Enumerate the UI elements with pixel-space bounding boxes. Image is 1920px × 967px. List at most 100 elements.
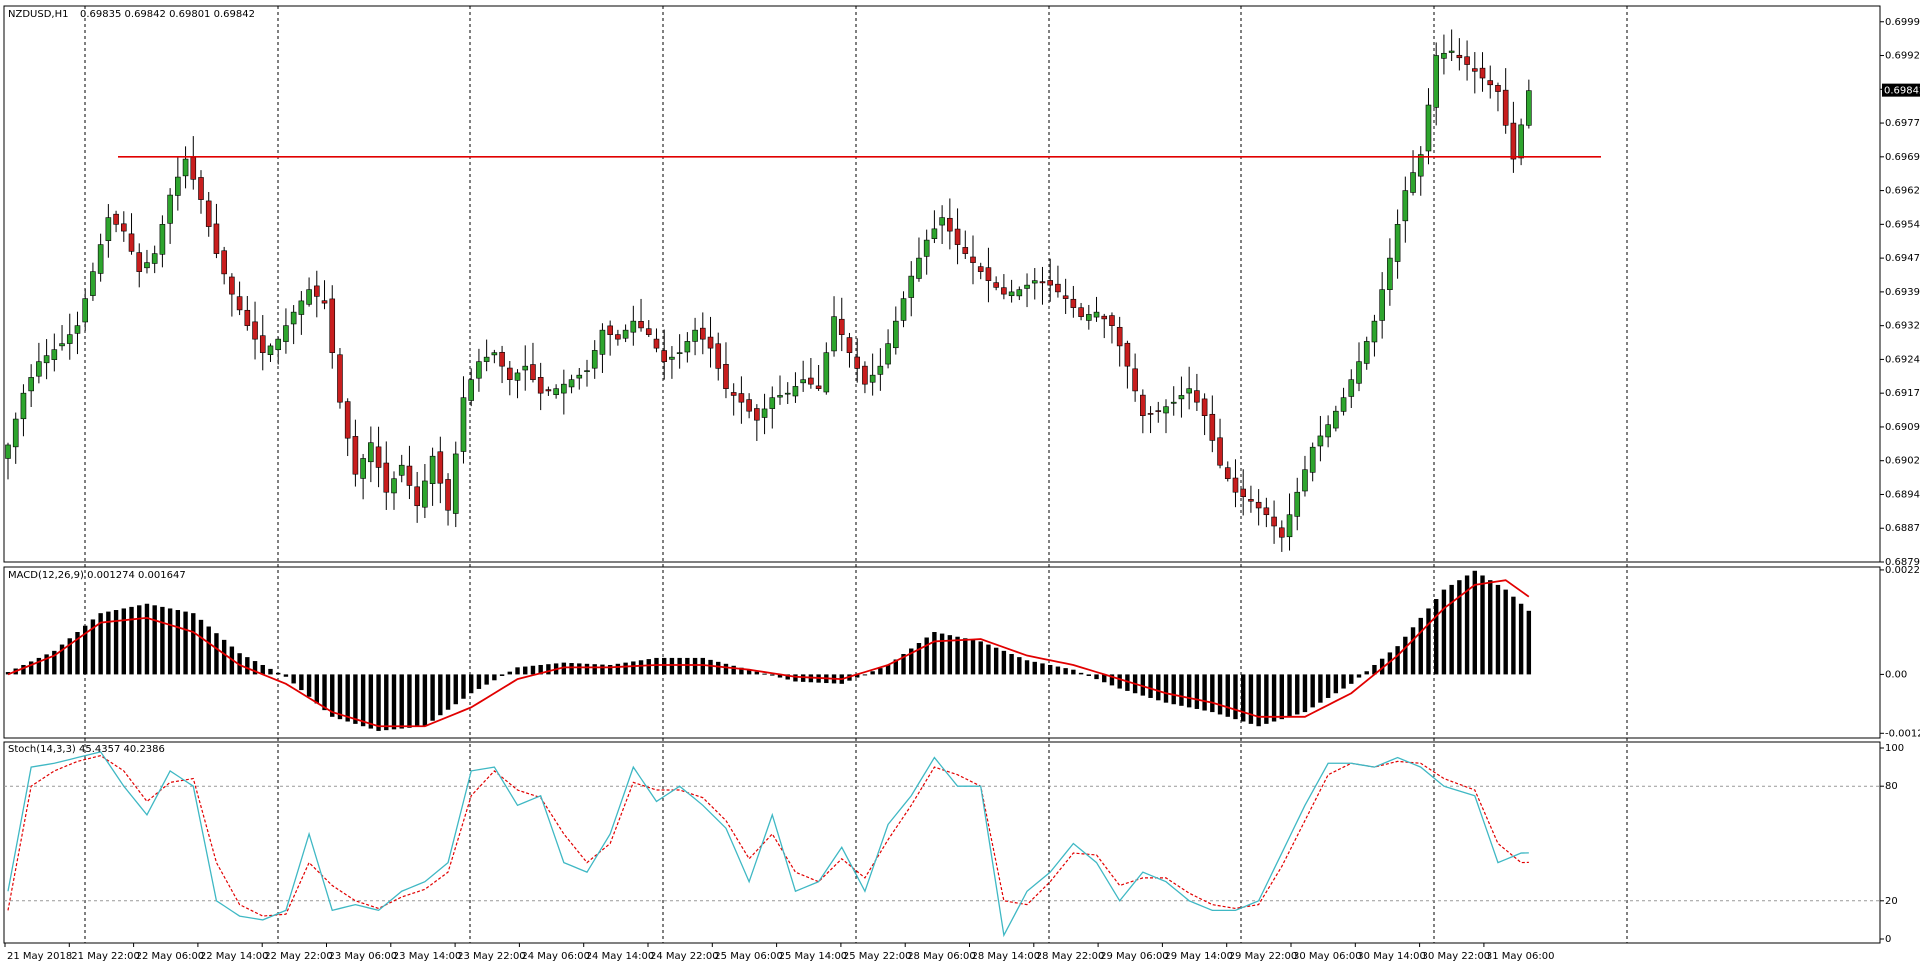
macd-bar <box>453 674 458 705</box>
bull-candle <box>869 374 876 383</box>
bull-candle <box>877 365 884 375</box>
macd-bar <box>569 663 574 675</box>
macd-bar <box>214 633 219 675</box>
bear-candle <box>321 300 328 304</box>
bull-candle <box>1178 395 1185 400</box>
ohlc-label: 0.69835 0.69842 0.69801 0.69842 <box>80 9 255 20</box>
macd-bar <box>330 674 335 717</box>
macd-bar <box>862 674 868 676</box>
bull-candle <box>290 311 297 325</box>
macd-bar <box>631 661 636 675</box>
macd-bar <box>607 664 613 675</box>
macd-bar <box>777 674 783 678</box>
price-panel[interactable] <box>5 29 1602 552</box>
macd-bar <box>893 659 898 675</box>
macd-bar <box>916 643 922 675</box>
bull-candle <box>908 275 915 298</box>
macd-bar <box>1488 580 1493 675</box>
macd-bar <box>376 674 381 731</box>
stoch-main-line <box>7 751 1529 938</box>
bull-candle <box>82 298 88 323</box>
macd-bar <box>523 666 528 675</box>
macd-bar <box>1526 610 1532 675</box>
bull-candle <box>684 341 691 353</box>
bull-candle <box>514 372 521 381</box>
bull-candle <box>692 329 698 342</box>
symbol-label: NZDUSD,H1 <box>8 9 68 20</box>
bull-candle <box>622 329 629 339</box>
price-tick-label: 0.69695 <box>1885 152 1920 163</box>
macd-bar <box>237 653 242 675</box>
macd-bar <box>1241 674 1246 722</box>
bear-candle <box>337 354 343 403</box>
bear-candle <box>252 321 258 340</box>
bull-candle <box>1394 224 1401 262</box>
bull-candle <box>792 386 799 397</box>
macd-bar <box>391 674 397 730</box>
bull-candle <box>1016 289 1023 297</box>
bear-candle <box>213 223 220 254</box>
macd-bar <box>932 632 937 675</box>
bull-candle <box>1170 401 1177 404</box>
macd-bar <box>206 626 211 675</box>
macd-bar <box>106 611 111 675</box>
macd-bar <box>360 674 366 727</box>
time-tick-label: 28 May 14:00 <box>972 951 1041 962</box>
bear-candle <box>607 325 613 335</box>
macd-bar <box>1040 663 1045 675</box>
macd-bar <box>36 657 42 675</box>
bear-candle <box>993 282 999 288</box>
bull-candle <box>283 325 289 342</box>
macd-bar <box>1341 674 1346 689</box>
macd-bar <box>144 603 150 675</box>
macd-bar <box>1518 603 1524 675</box>
bear-candle <box>136 252 143 272</box>
bull-candle <box>452 453 459 514</box>
bear-candle <box>1062 295 1069 299</box>
price-tick-label: 0.69245 <box>1885 354 1920 365</box>
stoch-tick-label: 20 <box>1885 896 1898 907</box>
macd-label: MACD(12,26,9) 0.001274 0.001647 <box>8 570 186 581</box>
bull-candle <box>298 300 305 315</box>
macd-bar <box>1349 674 1354 684</box>
macd-bar <box>1279 674 1284 720</box>
macd-bar <box>1434 599 1439 675</box>
macd-bar <box>245 657 250 675</box>
macd-bar <box>67 638 72 675</box>
macd-bar <box>1102 674 1107 683</box>
macd-bar <box>368 674 374 729</box>
macd-bar <box>337 674 343 720</box>
bear-candle <box>1495 85 1501 92</box>
macd-bar <box>44 654 49 675</box>
bull-candle <box>275 338 282 351</box>
bear-candle <box>1271 516 1277 527</box>
bull-candle <box>1526 90 1532 126</box>
bull-candle <box>429 455 436 484</box>
bull-candle <box>1286 514 1293 538</box>
bull-candle <box>1317 435 1324 447</box>
macd-bar <box>1055 666 1061 675</box>
bear-candle <box>1155 410 1162 412</box>
bear-candle <box>1255 501 1262 509</box>
bull-candle <box>1518 124 1524 159</box>
time-tick-label: 21 May 2018 <box>7 951 72 962</box>
macd-bar <box>1472 570 1477 675</box>
bear-candle <box>221 250 227 275</box>
bull-candle <box>1363 341 1370 364</box>
macd-bar <box>422 674 428 727</box>
stochastic-panel[interactable] <box>4 751 1880 938</box>
macd-panel[interactable] <box>5 570 1532 731</box>
bear-candle <box>128 233 135 252</box>
macd-bar <box>191 613 196 675</box>
time-axis: 21 May 2018 21 May 22:0022 May 06:0022 Ma… <box>4 943 1554 962</box>
macd-bar <box>75 632 80 675</box>
bear-candle <box>344 401 351 439</box>
bull-candle <box>800 379 806 384</box>
macd-bar <box>121 608 126 675</box>
time-tick-label: 23 May 14:00 <box>393 951 462 962</box>
macd-bar <box>1264 674 1269 724</box>
macd-bar <box>291 674 296 684</box>
